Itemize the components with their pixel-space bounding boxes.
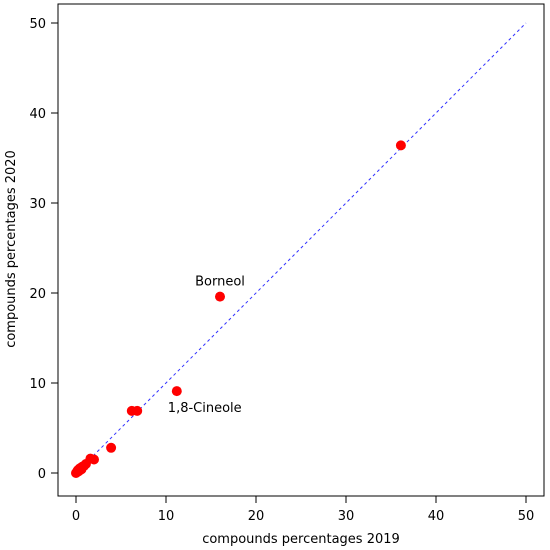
- reference-line: [75, 22, 527, 474]
- y-tick-label: 50: [29, 17, 46, 32]
- data-point: [215, 291, 225, 302]
- annotation-borneol: Borneol: [195, 275, 245, 290]
- x-axis-title: compounds percentages 2019: [202, 532, 400, 547]
- x-tick-label: 20: [248, 509, 265, 524]
- y-tick-label: 20: [29, 287, 46, 302]
- x-tick-label: 10: [158, 509, 175, 524]
- data-point: [171, 386, 182, 397]
- y-axis-title: compounds percentages 2020: [4, 150, 19, 348]
- x-tick-label: 0: [72, 509, 80, 524]
- data-point: [89, 454, 99, 465]
- y-tick-label: 40: [29, 107, 46, 122]
- data-point: [106, 442, 117, 453]
- x-tick-label: 30: [338, 509, 355, 524]
- y-tick-label: 10: [29, 377, 46, 392]
- x-tick-label: 40: [428, 509, 445, 524]
- y-axis: 0 10 20 30 40 50: [29, 17, 58, 482]
- data-point: [395, 140, 406, 151]
- plot-frame: [57, 3, 545, 497]
- annotation-cineole: 1,8-Cineole: [168, 401, 242, 416]
- y-tick-label: 30: [29, 197, 46, 212]
- data-point: [132, 405, 143, 416]
- y-tick-label: 0: [38, 467, 46, 482]
- x-axis: 0 10 20 30 40 50: [72, 496, 534, 524]
- x-tick-label: 50: [518, 509, 535, 524]
